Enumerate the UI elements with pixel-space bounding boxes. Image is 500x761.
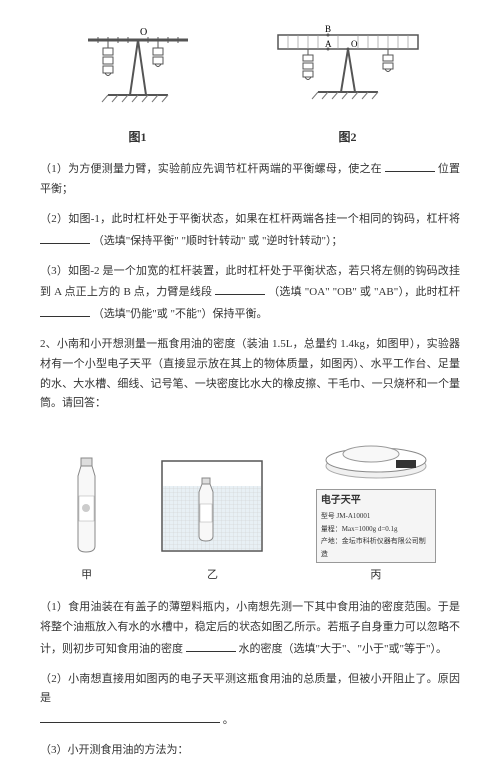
blank-1-3a[interactable] bbox=[215, 281, 265, 295]
q1-1-text-a: （1）为方便测量力臂，实验前应先调节杠杆两端的平衡螺母，使之在 bbox=[40, 163, 382, 175]
question-1-1: （1）为方便测量力臂，实验前应先调节杠杆两端的平衡螺母，使之在 位置平衡； bbox=[40, 158, 460, 200]
question-2-intro: 2、小南和小开想测量一瓶食用油的密度（装油 1.5L，总量约 1.4kg，如图甲… bbox=[40, 335, 460, 414]
scale-range: 量程：Max=1000g d=0.1g bbox=[321, 523, 431, 536]
q1-2-text-b: （选填"保持平衡" "顺时针转动" 或 "逆时针转动"）； bbox=[93, 235, 343, 247]
figure-1-label: 图1 bbox=[68, 127, 208, 149]
question-1-3: （3）如图-2 是一个加宽的杠杆装置，此时杠杆处于平衡状态，若只将左侧的钩码改挂… bbox=[40, 262, 460, 325]
apparatus-row: 甲 乙 电子天平 型号 JM-A10001 bbox=[40, 426, 460, 586]
figure-1: O 图1 bbox=[68, 20, 208, 148]
bottle-figure: 甲 bbox=[64, 456, 109, 587]
pivot-o1: O bbox=[140, 27, 147, 38]
point-a: A bbox=[325, 39, 332, 49]
lever-figures-row: O 图1 bbox=[40, 20, 460, 148]
scale-label: 丙 bbox=[316, 566, 436, 586]
blank-2-2[interactable] bbox=[40, 709, 220, 723]
question-1-2: （2）如图-1，此时杠杆处于平衡状态，如果在杠杆两端各挂一个相同的钩码，杠杆将 … bbox=[40, 210, 460, 252]
q1-3-text-b: （选填 "OA" "OB" 或 "AB"），此时杠杆 bbox=[268, 286, 460, 298]
question-2-1: （1）食用油装在有盖子的薄塑料瓶内，小南想先测一下其中食用油的密度范围。于是将整… bbox=[40, 598, 460, 659]
q2-2-text-b: 。 bbox=[223, 714, 234, 726]
figure-2-label: 图2 bbox=[263, 127, 433, 149]
scale-icon bbox=[316, 426, 436, 481]
q2-1-text-b: 水的密度（选填"大于"、"小于"或"等于"）。 bbox=[239, 643, 447, 655]
blank-1-2[interactable] bbox=[40, 230, 90, 244]
tank-icon bbox=[157, 456, 267, 556]
bottle-label: 甲 bbox=[64, 566, 109, 586]
scale-model: 型号 JM-A10001 bbox=[321, 510, 431, 523]
question-2-3: （3）小开测食用油的方法为： bbox=[40, 741, 460, 761]
q2-2-text-a: （2）小南想直接用如图丙的电子天平测这瓶食用油的总质量，但被小开阻止了。原因是 bbox=[40, 673, 460, 705]
blank-1-1[interactable] bbox=[385, 158, 435, 172]
point-b: B bbox=[325, 24, 331, 34]
tank-label: 乙 bbox=[157, 566, 267, 586]
question-2-2: （2）小南想直接用如图丙的电子天平测这瓶食用油的总质量，但被小开阻止了。原因是 … bbox=[40, 670, 460, 731]
scale-title: 电子天平 bbox=[321, 492, 431, 510]
lever-diagram-2: O A B bbox=[263, 20, 433, 115]
bottle-icon bbox=[64, 456, 109, 556]
q1-2-text-a: （2）如图-1，此时杠杆处于平衡状态，如果在杠杆两端各挂一个相同的钩码，杠杆将 bbox=[40, 213, 460, 225]
tank-figure: 乙 bbox=[157, 456, 267, 587]
q1-3-text-c: （选填"仍能"或 "不能"）保持平衡。 bbox=[93, 308, 268, 320]
figure-2: O A B bbox=[263, 20, 433, 148]
scale-label-box: 电子天平 型号 JM-A10001 量程：Max=1000g d=0.1g 产地… bbox=[316, 489, 436, 563]
scale-maker: 产地：金坛市科析仪器有限公司制造 bbox=[321, 535, 431, 560]
lever-diagram-1: O bbox=[68, 20, 208, 115]
blank-2-1[interactable] bbox=[186, 638, 236, 652]
pivot-o2: O bbox=[351, 39, 358, 49]
scale-figure: 电子天平 型号 JM-A10001 量程：Max=1000g d=0.1g 产地… bbox=[316, 426, 436, 586]
blank-1-3b[interactable] bbox=[40, 303, 90, 317]
